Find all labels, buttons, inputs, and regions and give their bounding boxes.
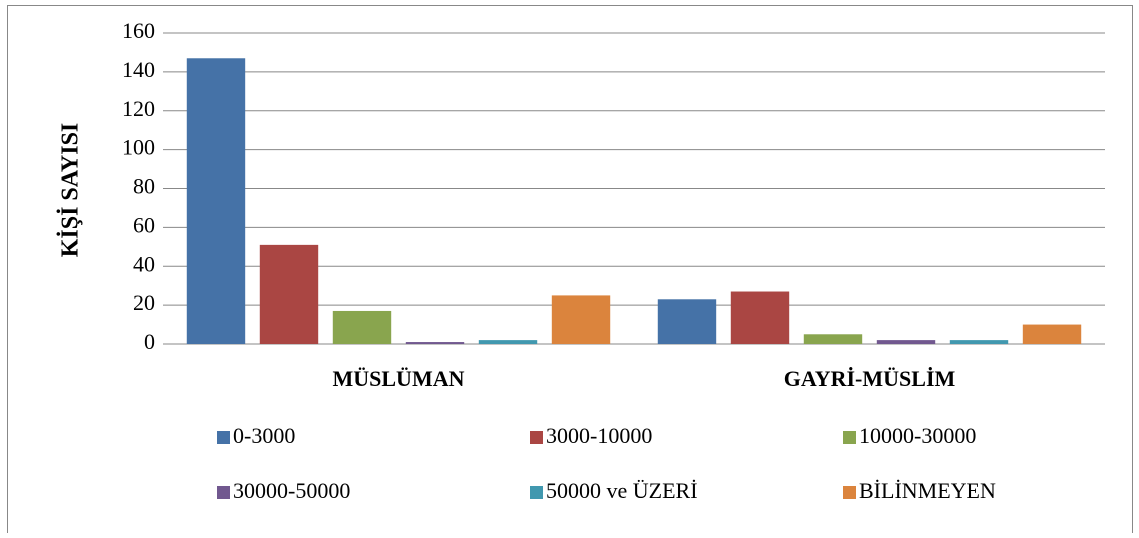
legend-label: 0-3000: [233, 423, 295, 448]
legend-label: 3000-10000: [546, 423, 652, 448]
y-tick-label: 100: [122, 135, 155, 160]
y-tick-label: 0: [144, 329, 155, 354]
bar: [1022, 324, 1082, 344]
bar: [803, 334, 863, 344]
y-tick-label: 40: [133, 251, 155, 276]
chart-frame: [7, 5, 1133, 538]
x-tick-label: GAYRİ-MÜSLİM: [784, 366, 956, 391]
legend-swatch: [530, 486, 543, 499]
bar: [186, 58, 246, 345]
legend-label: BİLİNMEYEN: [859, 478, 996, 503]
bar: [876, 340, 936, 344]
bar: [730, 291, 790, 344]
y-axis-label: KİŞİ SAYISI: [58, 123, 84, 258]
bar: [332, 310, 392, 344]
y-tick-label: 160: [122, 18, 155, 43]
y-tick-label: 120: [122, 96, 155, 121]
y-tick-label: 80: [133, 174, 155, 199]
legend-label: 30000-50000: [233, 478, 350, 503]
bar: [949, 340, 1009, 344]
bar: [551, 295, 611, 344]
legend-swatch: [217, 431, 230, 444]
bar: [657, 299, 717, 344]
legend-swatch: [217, 486, 230, 499]
y-tick-label: 20: [133, 290, 155, 315]
legend-label: 10000-30000: [859, 423, 976, 448]
y-tick-label: 140: [122, 57, 155, 82]
legend-swatch: [843, 431, 856, 444]
x-tick-label: MÜSLÜMAN: [333, 366, 465, 391]
bar: [405, 342, 465, 344]
legend-label: 50000 ve ÜZERİ: [546, 478, 698, 503]
bar: [259, 244, 319, 344]
y-tick-label: 60: [133, 212, 155, 237]
bar: [478, 340, 538, 344]
legend-swatch: [530, 431, 543, 444]
legend-swatch: [843, 486, 856, 499]
